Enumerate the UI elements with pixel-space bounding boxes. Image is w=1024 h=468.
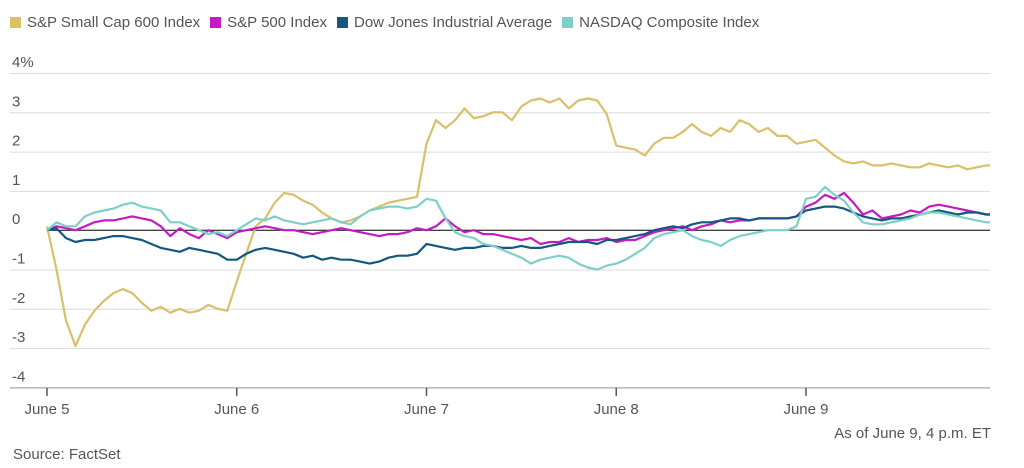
series-line — [46, 205, 990, 265]
y-tick-label: 4% — [12, 54, 34, 71]
y-tick-label: 0 — [12, 211, 20, 228]
legend-swatch — [10, 16, 21, 28]
legend-item: NASDAQ Composite Index — [562, 14, 759, 31]
y-tick-label: 2 — [12, 133, 20, 150]
legend-label: S&P Small Cap 600 Index — [27, 13, 201, 31]
series-line — [45, 97, 990, 348]
legend-label: S&P 500 Index — [227, 13, 327, 31]
chart-legend: S&P Small Cap 600 Index S&P 500 Index Dow … — [10, 11, 769, 33]
legend-label: Dow Jones Industrial Average — [353, 13, 553, 31]
as-of-note: As of June 9, 4 p.m. ET — [834, 425, 991, 442]
legend-label: NASDAQ Composite Index — [579, 13, 760, 31]
x-tick-label: June 7 — [404, 401, 449, 418]
legend-swatch — [562, 16, 574, 28]
y-tick-label: 3 — [12, 93, 20, 110]
legend-item: S&P 500 Index — [210, 14, 327, 31]
legend-swatch — [210, 16, 222, 28]
x-tick-label: June 6 — [214, 401, 259, 418]
y-tick-label: -1 — [12, 251, 25, 268]
legend-item: S&P Small Cap 600 Index — [10, 14, 200, 31]
y-tick-label: -4 — [12, 368, 25, 385]
x-axis: June 5 June 6 June 7 June 8 June 9 — [10, 387, 990, 418]
x-tick-label: June 8 — [594, 401, 639, 418]
legend-item: Dow Jones Industrial Average — [336, 13, 553, 31]
legend-swatch — [336, 16, 348, 28]
y-tick-label: -3 — [12, 329, 25, 346]
y-axis-labels: 4% 3 2 1 0 -1 -2 -3 -4 — [12, 54, 34, 385]
x-tick-label: June 5 — [24, 401, 69, 418]
y-tick-label: -2 — [12, 290, 25, 307]
series-line — [46, 191, 990, 246]
series-lines — [45, 97, 990, 348]
source-note: Source: FactSet — [13, 446, 121, 463]
x-tick-label: June 9 — [783, 401, 828, 418]
series-line — [46, 185, 990, 271]
y-tick-label: 1 — [12, 172, 20, 189]
gridlines — [10, 73, 990, 389]
